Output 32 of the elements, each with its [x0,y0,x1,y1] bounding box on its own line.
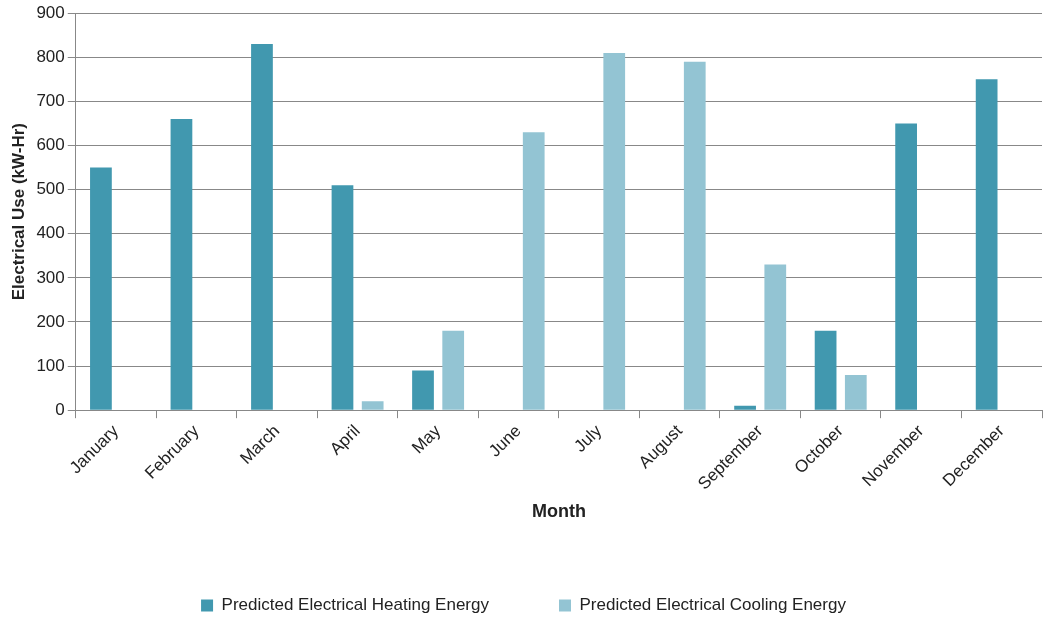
bar [361,401,384,410]
bar [734,405,756,410]
bar [331,185,354,410]
bar [603,52,626,410]
bar [895,123,917,410]
bar [412,370,434,410]
bar [170,119,193,410]
y-tick-label: 700 [36,91,65,111]
bar [522,132,545,410]
y-tick-label: 400 [36,223,65,243]
y-tick-label: 100 [36,355,65,375]
y-tick-label: 300 [36,267,65,287]
bar [764,264,787,410]
bar [975,79,998,410]
x-tick-label: July [570,420,606,456]
legend-label: Predicted Electrical Cooling Energy [579,595,847,615]
bar [814,330,837,410]
y-tick-label: 200 [36,311,65,331]
legend-label: Predicted Electrical Heating Energy [221,595,490,615]
bar [251,44,273,410]
y-tick-label: 900 [36,2,65,22]
bar [844,374,867,410]
y-tick-label: 600 [36,135,65,155]
bar [90,167,112,410]
bar [442,330,465,410]
y-tick-label: 800 [36,47,65,66]
y-tick-label: 0 [55,399,65,419]
y-tick-label: 500 [36,179,65,199]
x-tick-label: May [408,420,445,458]
bar [683,61,706,410]
y-axis-title: Electrical Use (kW-Hr) [8,123,28,301]
x-axis-title: Month [531,501,586,522]
